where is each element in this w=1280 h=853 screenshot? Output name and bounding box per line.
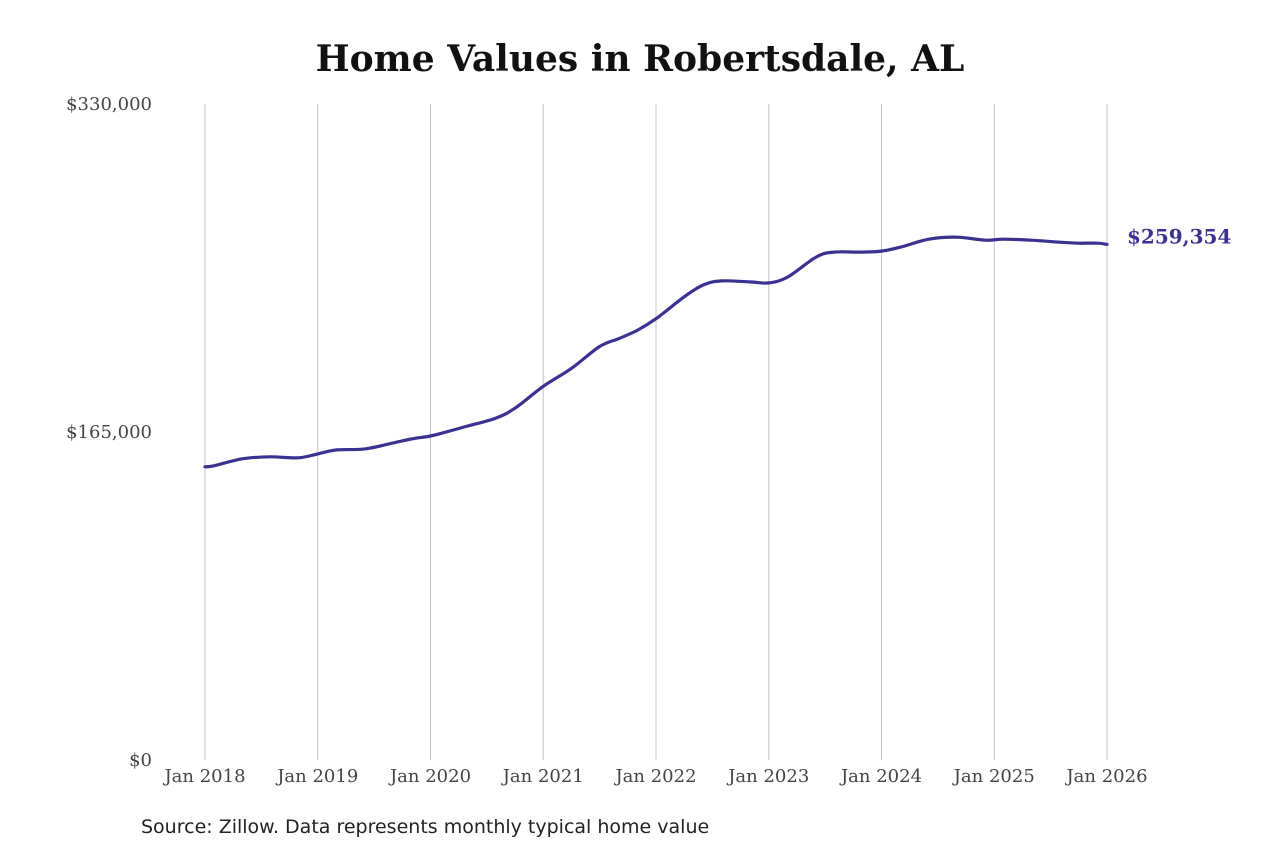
x-tick-label: Jan 2018 bbox=[162, 766, 245, 787]
x-tick-label: Jan 2022 bbox=[613, 766, 696, 787]
x-tick-label: Jan 2026 bbox=[1064, 766, 1147, 787]
chart-title: Home Values in Robertsdale, AL bbox=[315, 38, 965, 80]
x-tick-label: Jan 2025 bbox=[952, 766, 1035, 787]
source-note: Source: Zillow. Data represents monthly … bbox=[141, 816, 710, 838]
x-tick-label: Jan 2023 bbox=[726, 766, 809, 787]
series-line-0 bbox=[203, 235, 1109, 469]
series-group bbox=[203, 235, 1109, 469]
data-labels: $259,354 bbox=[1127, 224, 1231, 248]
y-tick-label: $0 bbox=[129, 750, 152, 771]
x-axis-ticks: Jan 2018 Jan 2019 Jan 2020 Jan 2021 Jan 2022… bbox=[162, 766, 1147, 787]
y-axis-ticks: $0 $165,000 $330,000 bbox=[66, 94, 152, 771]
end-value-label: $259,354 bbox=[1127, 224, 1231, 248]
x-tick-label: Jan 2019 bbox=[275, 766, 358, 787]
x-tick-label: Jan 2024 bbox=[839, 766, 922, 787]
x-tick-label: Jan 2020 bbox=[388, 766, 471, 787]
y-tick-label: $165,000 bbox=[66, 422, 152, 443]
y-tick-label: $330,000 bbox=[66, 94, 152, 115]
grid-lines bbox=[204, 104, 1108, 760]
x-tick-label: Jan 2021 bbox=[501, 766, 584, 787]
